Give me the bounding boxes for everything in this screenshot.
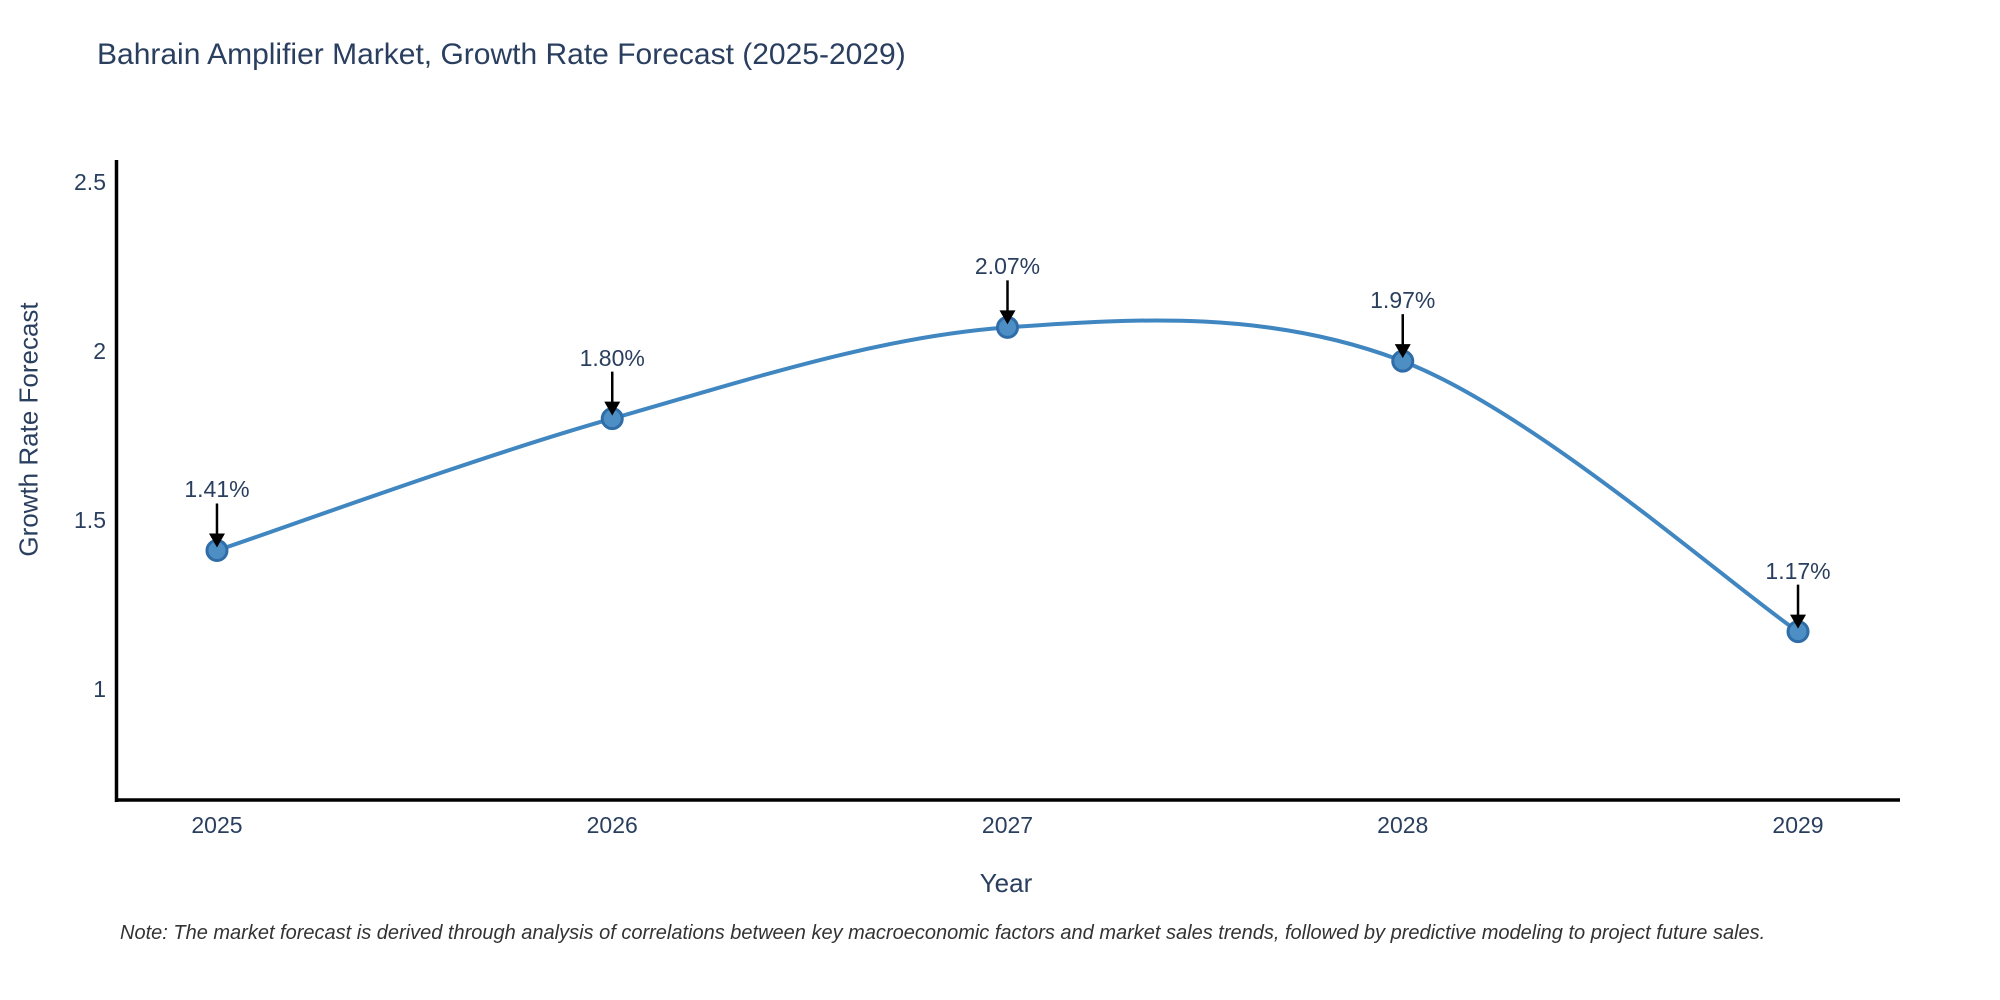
y-tick-label: 1 [93, 676, 106, 703]
x-tick-label: 2027 [981, 812, 1034, 838]
y-tick-label: 2.5 [74, 168, 106, 195]
y-tick-label: 2 [93, 338, 106, 365]
footnote: Note: The market forecast is derived thr… [120, 922, 1766, 944]
data-point-label: 1.17% [1765, 557, 1831, 584]
data-point-label: 1.41% [184, 476, 250, 503]
data-point-label: 1.97% [1370, 287, 1436, 314]
x-tick-label: 2026 [586, 812, 638, 838]
series-line [214, 318, 1800, 634]
data-point-markers [205, 315, 1810, 644]
annotation-arrow [1394, 314, 1411, 359]
annotation-arrows [208, 280, 1807, 629]
annotation-arrow [999, 280, 1016, 325]
data-point-label: 1.80% [579, 344, 645, 371]
x-tick-label: 2025 [191, 812, 243, 838]
y-axis-title: Growth Rate Forecast [13, 302, 44, 557]
data-point-label: 2.07% [974, 253, 1041, 280]
x-tick-label: 2029 [1772, 812, 1824, 838]
annotation-arrow [1790, 584, 1807, 629]
annotation-arrow [604, 371, 621, 416]
annotation-arrow [208, 503, 225, 548]
x-tick-label: 2028 [1377, 812, 1429, 838]
series-line-layer [214, 318, 1800, 634]
y-tick-label: 1.5 [74, 507, 106, 534]
axis-spines [114, 160, 1900, 802]
chart-title: Bahrain Amplifier Market, Growth Rate Fo… [97, 38, 906, 71]
x-axis-title: Year [979, 868, 1033, 898]
